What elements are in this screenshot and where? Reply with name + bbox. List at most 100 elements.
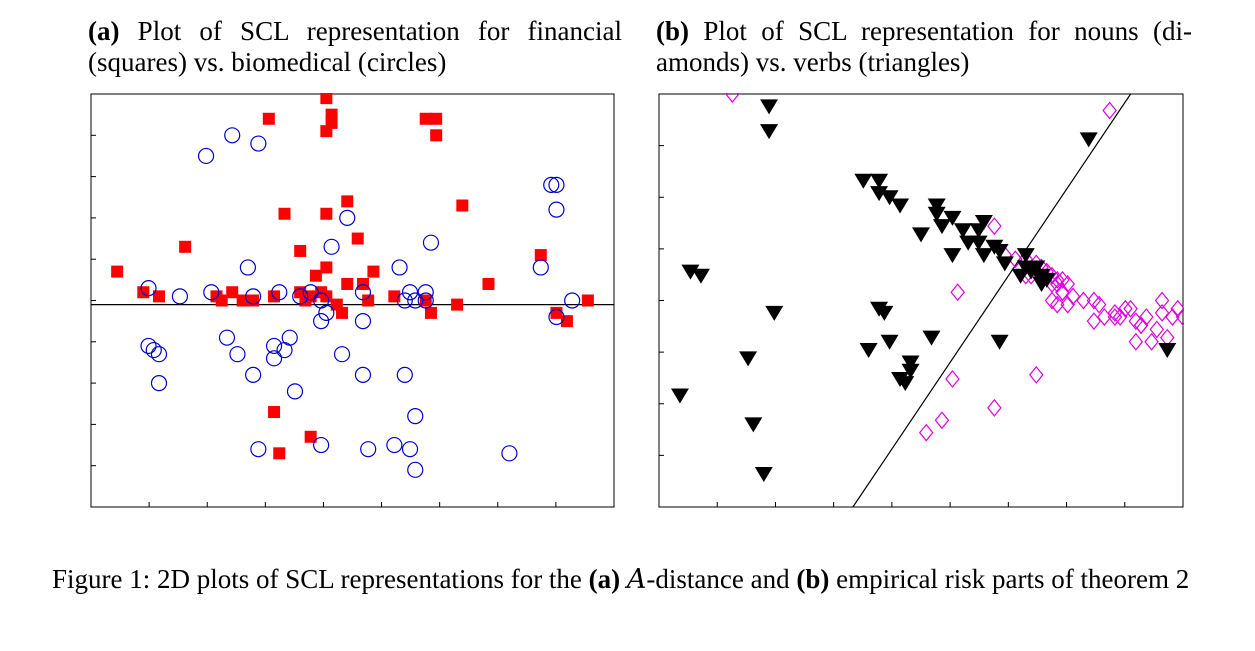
circle-marker xyxy=(239,259,256,276)
triangle-marker xyxy=(927,206,946,222)
square-marker xyxy=(451,298,464,311)
square-marker xyxy=(268,406,281,419)
triangle-marker xyxy=(1027,260,1046,276)
square-marker xyxy=(581,294,594,307)
diamond-marker xyxy=(1144,332,1159,351)
triangle-marker xyxy=(912,227,930,243)
circle-marker xyxy=(224,127,241,144)
figure-caption-tag-a: (a) xyxy=(588,564,621,594)
triangle-marker xyxy=(880,190,899,206)
triangle-marker xyxy=(760,99,779,115)
diamond-marker xyxy=(1107,308,1123,326)
square-marker xyxy=(320,261,333,274)
scatter-plot-b xyxy=(658,93,1184,508)
diamond-marker xyxy=(725,93,740,103)
square-marker xyxy=(226,286,239,299)
square-marker xyxy=(215,294,228,307)
square-marker xyxy=(367,265,380,278)
circle-marker xyxy=(548,308,565,326)
circle-marker xyxy=(386,436,403,454)
triangle-marker xyxy=(901,355,920,371)
square-marker xyxy=(309,269,322,282)
square-marker xyxy=(336,306,349,319)
diamond-marker xyxy=(1133,316,1149,335)
triangle-marker xyxy=(739,351,758,367)
triangle-marker xyxy=(974,248,993,264)
separator-line xyxy=(852,93,1132,508)
square-marker xyxy=(320,125,333,138)
square-marker xyxy=(294,244,307,257)
diamond-marker xyxy=(1165,308,1180,326)
circle-marker xyxy=(245,366,262,383)
triangle-marker xyxy=(943,248,962,264)
square-marker xyxy=(304,430,317,443)
square-marker xyxy=(482,277,495,290)
diamond-marker xyxy=(945,370,960,388)
square-marker xyxy=(278,207,291,220)
circle-marker xyxy=(333,346,351,363)
square-marker xyxy=(111,265,124,278)
circle-marker xyxy=(401,441,419,458)
square-marker xyxy=(356,277,369,290)
diamond-marker xyxy=(1170,299,1184,318)
square-marker xyxy=(320,207,333,220)
diamond-marker xyxy=(1091,295,1107,314)
triangle-marker xyxy=(859,343,878,359)
circle-marker xyxy=(396,292,413,309)
circle-marker xyxy=(250,135,267,152)
circle-marker xyxy=(265,350,283,367)
diamond-marker xyxy=(1049,275,1065,293)
circle-marker xyxy=(150,346,168,363)
circle-marker xyxy=(422,234,440,251)
triangle-marker xyxy=(870,173,889,189)
triangle-marker xyxy=(969,223,988,239)
triangle-marker xyxy=(765,305,784,321)
diamond-marker xyxy=(1154,303,1170,322)
circle-marker xyxy=(218,329,236,346)
diamond-marker xyxy=(987,217,1002,236)
scatter-plot-a xyxy=(90,93,615,508)
triangle-marker xyxy=(901,363,920,379)
subcaption-b-text: Plot of SCL representation for nouns (di… xyxy=(656,16,1193,77)
triangle-marker xyxy=(932,219,951,235)
triangle-marker xyxy=(1032,276,1051,292)
square-marker xyxy=(362,294,375,307)
diamond-marker xyxy=(1112,308,1128,326)
square-marker xyxy=(320,93,333,105)
circle-marker xyxy=(564,292,581,309)
triangle-marker xyxy=(1016,248,1035,264)
diamond-marker xyxy=(1097,308,1112,326)
circle-marker xyxy=(548,176,565,193)
circle-marker xyxy=(271,284,288,301)
figure-caption-tag-b: (b) xyxy=(796,564,830,594)
triangle-marker xyxy=(875,305,894,321)
circle-marker xyxy=(140,280,157,297)
circle-marker xyxy=(313,313,330,330)
subcaption-b-tag: (b) xyxy=(656,16,689,46)
square-marker xyxy=(273,447,286,460)
diamond-marker xyxy=(1076,291,1091,310)
subcaption-a: (a) Plot of SCL representation for finan… xyxy=(88,16,622,78)
diamond-marker xyxy=(934,411,950,430)
circle-marker xyxy=(286,383,304,400)
square-marker xyxy=(550,306,563,319)
square-marker xyxy=(247,294,260,307)
triangle-marker xyxy=(670,388,689,404)
figure-caption-prefix: Figure 1: 2D plots of SCL representation… xyxy=(52,564,589,594)
triangle-marker xyxy=(1079,132,1098,148)
triangle-marker xyxy=(760,124,779,140)
figure-caption-mid: -distance and xyxy=(646,564,797,594)
circle-marker xyxy=(354,366,372,383)
triangle-marker xyxy=(1011,268,1030,284)
circle-marker xyxy=(313,436,330,454)
square-marker xyxy=(430,129,443,142)
square-marker xyxy=(341,277,354,290)
diamond-marker xyxy=(1060,275,1075,293)
square-marker xyxy=(152,290,165,303)
diamond-marker xyxy=(1065,287,1081,306)
circle-marker xyxy=(318,304,335,321)
circle-marker xyxy=(407,461,424,478)
triangle-marker xyxy=(896,376,915,392)
diamond-marker xyxy=(1175,308,1184,326)
square-marker xyxy=(341,195,354,208)
